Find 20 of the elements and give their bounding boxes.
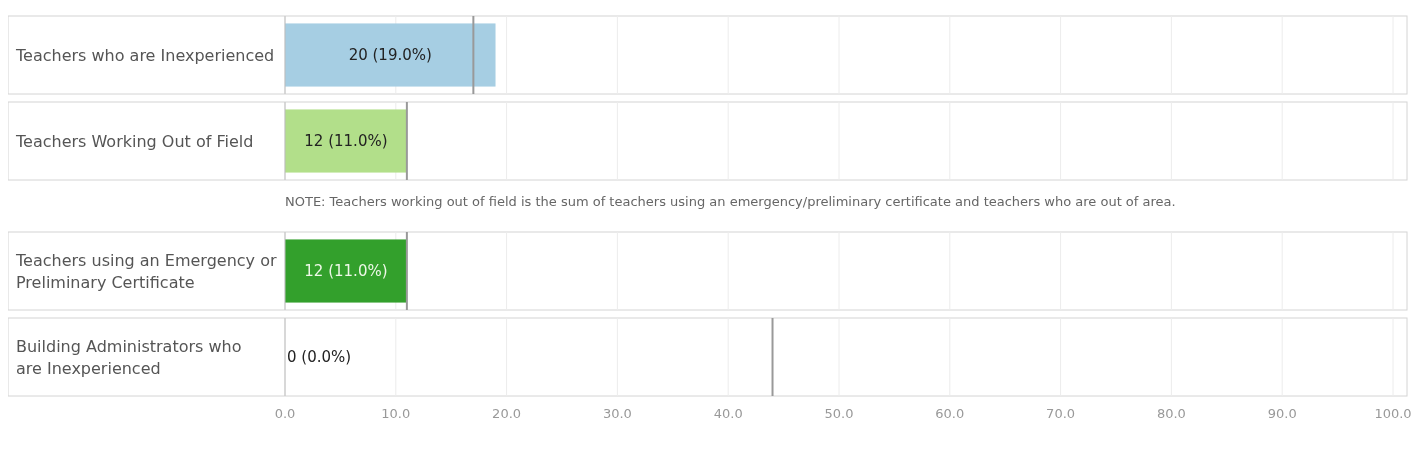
x-tick-label: 40.0 [713,406,743,421]
text: NOTE: Teachers working out of field is the sum of teachers using an emergency/preliminary certificate and teachers who are out of area. [285,194,1176,209]
x-tick-label: 0.0 [274,406,296,421]
x-tick-label: 50.0 [824,406,854,421]
data-label: 12 (11.0%) [304,262,388,281]
x-tick-label: 60.0 [935,406,965,421]
y-tick-label: Teachers using an Emergency or Preliminary Certificate [15,250,277,292]
x-tick-label: 20.0 [492,406,522,421]
y-tick-label: Teachers Working Out of Field [15,131,254,151]
y-tick-label: Teachers who are Inexperienced [15,45,275,65]
x-tick-label: 70.0 [1046,406,1076,421]
data-label: 20 (19.0%) [348,46,432,65]
data-label: 12 (11.0%) [304,132,388,151]
x-tick-label: 30.0 [602,406,632,421]
x-tick-label: 80.0 [1156,406,1186,421]
x-tick-label: 90.0 [1267,406,1297,421]
data-label: 0 (0.0%) [287,348,352,367]
x-tick-label: 100.0 [1374,406,1412,421]
y-tick-label: Building Administrators who are Inexperienced [16,336,242,378]
x-tick-label: 10.0 [381,406,411,421]
